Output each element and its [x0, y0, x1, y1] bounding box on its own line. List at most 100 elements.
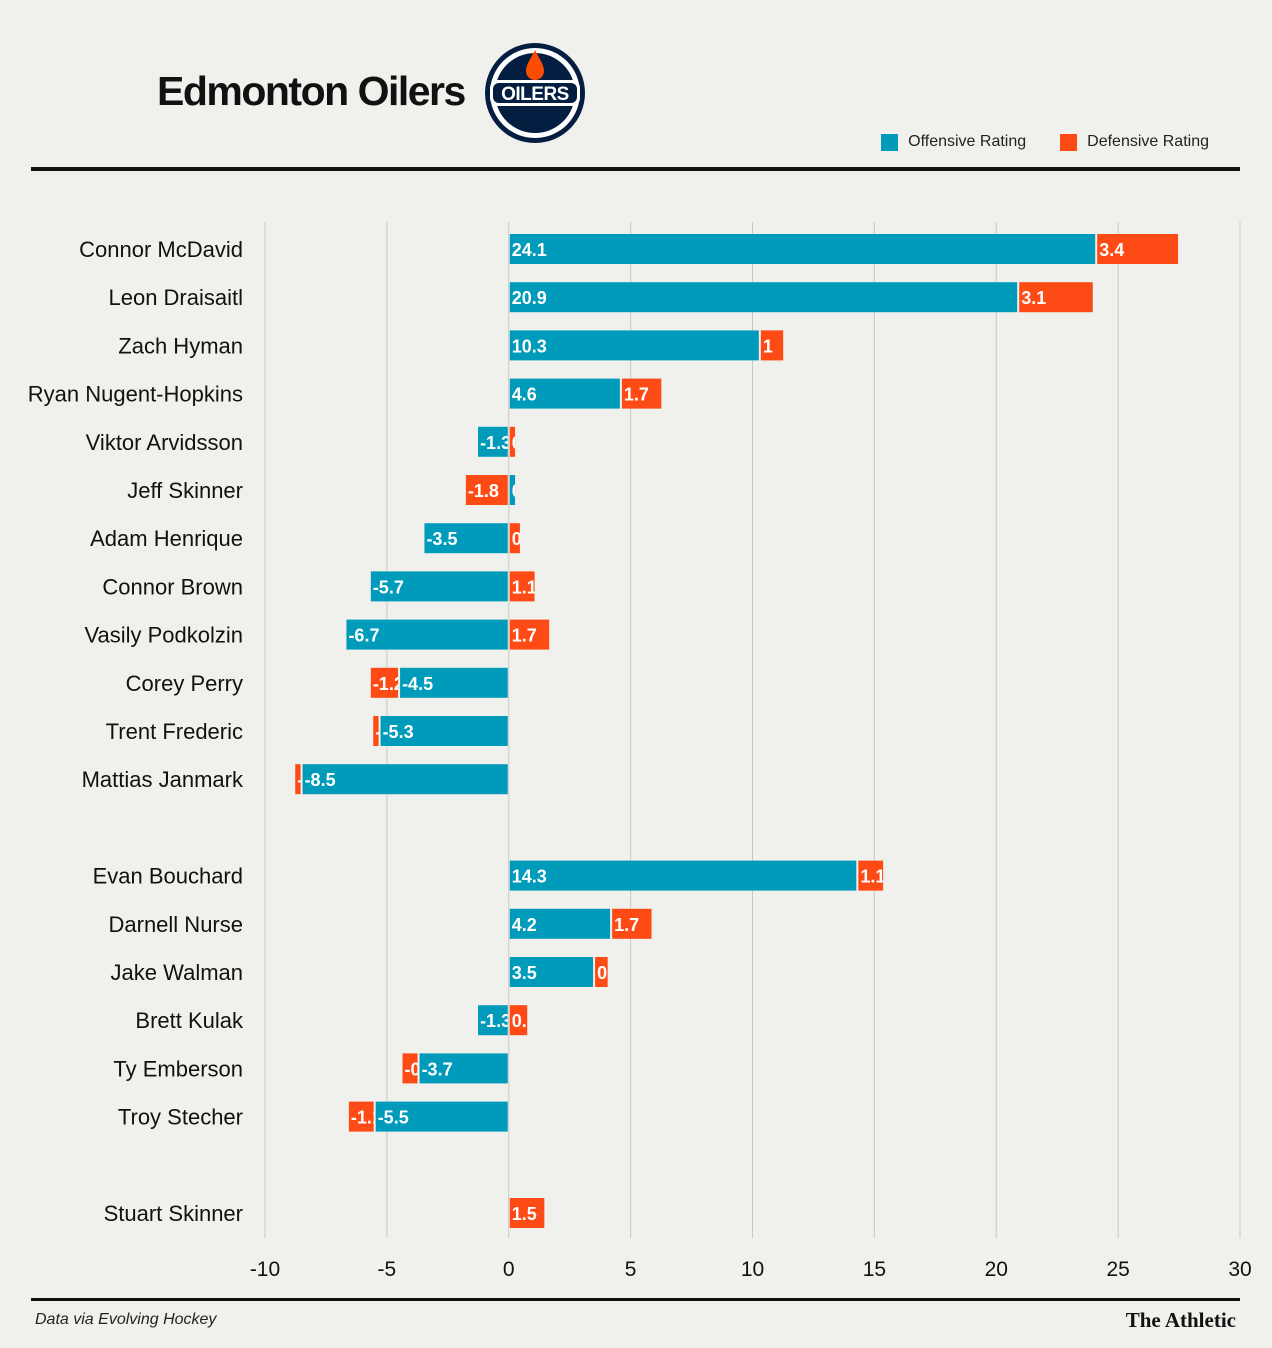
- offensive-value-label: -5.5: [378, 1108, 409, 1128]
- defensive-value-label: -0.3: [375, 722, 406, 742]
- offensive-bar: [509, 234, 1096, 264]
- defensive-value-label: 1.7: [614, 915, 639, 935]
- offensive-bar: [509, 378, 620, 409]
- offensive-bar: [346, 619, 508, 650]
- offensive-bar: [509, 860, 857, 891]
- logo-banner-inner: [493, 83, 577, 103]
- offensive-value-label: -3.7: [422, 1059, 453, 1079]
- player-name: Ryan Nugent-Hopkins: [28, 382, 243, 407]
- defensive-value-label: -0.3: [297, 770, 328, 790]
- offensive-value-label: -5.3: [383, 722, 414, 742]
- defensive-value-label: -1.1: [351, 1108, 382, 1128]
- offensive-bar: [509, 282, 1018, 313]
- legend-label-defensive: Defensive Rating: [1087, 133, 1209, 150]
- legend-item-offensive: Offensive Rating: [881, 133, 1026, 151]
- player-name: Corey Perry: [126, 671, 243, 696]
- defensive-bar: [465, 475, 508, 505]
- x-tick-label: 5: [625, 1258, 637, 1281]
- defensive-value-label: 0.6: [597, 963, 622, 983]
- defensive-bar: [595, 957, 608, 987]
- player-name: Brett Kulak: [135, 1008, 244, 1033]
- defensive-value-label: 0.3: [512, 433, 537, 453]
- defensive-value-label: 1.7: [512, 626, 537, 646]
- x-tick-label: 25: [1106, 1258, 1129, 1281]
- player-name: Mattias Janmark: [82, 767, 244, 792]
- offensive-value-label: -4.5: [402, 674, 433, 694]
- defensive-bar: [370, 667, 399, 698]
- player-name: Jeff Skinner: [127, 478, 243, 503]
- defensive-value-label: 3.4: [1099, 240, 1124, 260]
- offensive-bar: [424, 523, 508, 554]
- offensive-bar: [478, 426, 508, 457]
- defensive-bar: [509, 1005, 528, 1036]
- legend-item-defensive: Defensive Rating: [1060, 133, 1209, 151]
- defensive-value-label: 1.5: [512, 1204, 537, 1224]
- offensive-bar: [509, 330, 759, 361]
- offensive-value-label: -1.3: [480, 1011, 511, 1031]
- offensive-value-label: -3.5: [426, 529, 457, 549]
- chart-legend: Offensive Rating Defensive Rating: [881, 133, 1209, 151]
- defensive-bar: [402, 1053, 418, 1084]
- defensive-bar: [295, 764, 301, 795]
- player-name: Vasily Podkolzin: [84, 623, 243, 648]
- offensive-bar: [509, 957, 594, 987]
- offensive-value-label: 14.3: [512, 867, 547, 887]
- player-name: Adam Henrique: [90, 526, 243, 551]
- offensive-bar: [419, 1053, 508, 1084]
- player-name: Connor McDavid: [79, 237, 243, 262]
- legend-label-offensive: Offensive Rating: [908, 133, 1027, 150]
- offensive-bar: [400, 667, 508, 698]
- offensive-bar: [370, 571, 508, 602]
- page-title: Edmonton Oilers: [157, 68, 466, 114]
- offensive-bar: [509, 908, 611, 939]
- x-tick-label: 20: [985, 1258, 1008, 1281]
- offensive-value-label: 0.3: [512, 481, 537, 501]
- offensive-value-label: 20.9: [512, 288, 547, 308]
- logo-oil-drop-icon: [526, 50, 544, 80]
- offensive-value-label: 24.1: [512, 240, 547, 260]
- offensive-bar: [509, 475, 516, 505]
- defensive-value-label: 1.1: [860, 867, 885, 887]
- player-name: Trent Frederic: [106, 719, 243, 744]
- defensive-value-label: 0.5: [512, 529, 537, 549]
- defensive-swatch: [1060, 133, 1078, 151]
- offensive-bar: [375, 1101, 508, 1132]
- offensive-bar: [380, 716, 508, 746]
- x-tick-label: 0: [503, 1258, 515, 1281]
- defensive-bar: [1097, 234, 1179, 264]
- defensive-value-label: -1.8: [468, 481, 499, 501]
- offensive-value-label: 4.2: [512, 915, 537, 935]
- defensive-bar: [509, 523, 520, 554]
- defensive-value-label: 0.8: [512, 1011, 537, 1031]
- logo-wordmark: OILERS: [501, 84, 569, 105]
- team-logo: OILERS: [485, 43, 585, 143]
- header-rule: [31, 167, 1240, 171]
- defensive-bar: [1019, 282, 1093, 313]
- defensive-value-label: 3.1: [1021, 288, 1046, 308]
- defensive-bar: [509, 426, 516, 457]
- offensive-value-label: -5.7: [373, 577, 404, 597]
- defensive-bar: [760, 330, 784, 361]
- offensive-bar: [478, 1005, 508, 1036]
- defensive-value-label: -1.2: [373, 674, 404, 694]
- defensive-bar: [509, 619, 550, 650]
- defensive-bar: [348, 1101, 374, 1132]
- player-name: Zach Hyman: [118, 333, 243, 358]
- player-name: Leon Draisaitl: [108, 285, 243, 310]
- offensive-bar: [302, 764, 508, 795]
- player-name: Viktor Arvidsson: [86, 430, 243, 455]
- x-tick-label: 15: [863, 1258, 886, 1281]
- defensive-value-label: 1.7: [624, 385, 649, 405]
- player-name: Evan Bouchard: [93, 864, 243, 889]
- defensive-bar: [858, 860, 884, 891]
- x-tick-label: 30: [1228, 1258, 1251, 1281]
- defensive-value-label: 1.1: [512, 577, 537, 597]
- footer-rule: [31, 1298, 1240, 1301]
- player-name: Troy Stecher: [118, 1105, 243, 1130]
- x-tick-label: -5: [378, 1258, 397, 1281]
- offensive-value-label: 3.5: [512, 963, 537, 983]
- player-name: Jake Walman: [111, 960, 243, 985]
- defensive-bar: [509, 571, 535, 602]
- x-tick-label: -10: [250, 1258, 280, 1281]
